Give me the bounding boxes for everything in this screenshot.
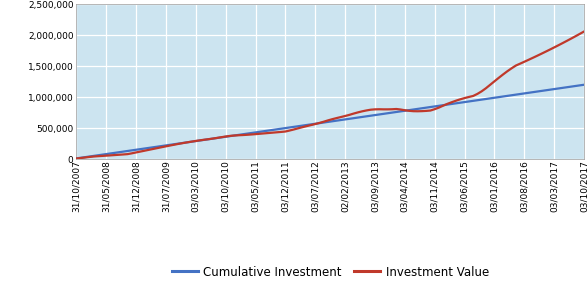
Legend: Cumulative Investment, Investment Value: Cumulative Investment, Investment Value <box>167 261 494 283</box>
